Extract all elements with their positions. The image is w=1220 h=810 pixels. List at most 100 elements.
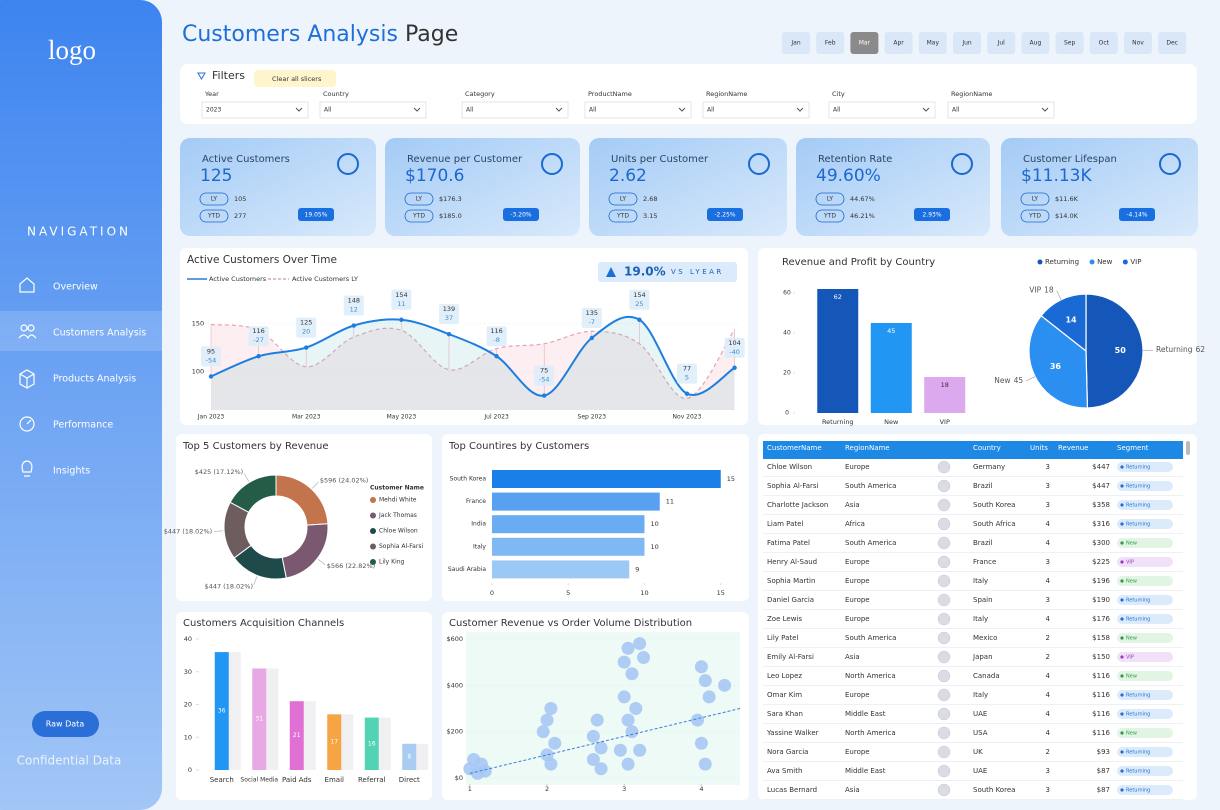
column-header[interactable]: Revenue: [1058, 444, 1089, 452]
cell-country: Brazil: [973, 539, 993, 547]
raw-data-label[interactable]: Raw Data: [46, 720, 85, 729]
kpi-title: Retention Rate: [818, 154, 892, 165]
cell-units: 2: [1046, 748, 1050, 756]
segment-dot: [1120, 636, 1124, 640]
difference-label: 20: [302, 328, 310, 336]
month-button[interactable]: [987, 32, 1016, 54]
nav-item[interactable]: Performance: [53, 420, 113, 431]
month-label[interactable]: Nov: [1132, 40, 1144, 47]
month-label[interactable]: Feb: [825, 40, 836, 47]
chart-title: Customer Revenue vs Order Volume Distrib…: [449, 618, 692, 629]
month-label[interactable]: Oct: [1099, 40, 1110, 47]
filter-dropdown[interactable]: [461, 101, 569, 119]
filter-dropdown[interactable]: [947, 101, 1055, 119]
filter-value[interactable]: All: [324, 107, 332, 114]
cell-units: 3: [1046, 596, 1050, 604]
month-label[interactable]: Sep: [1064, 40, 1076, 47]
month-label[interactable]: Mar: [859, 40, 871, 47]
y-tick-label: France: [466, 498, 486, 505]
month-label[interactable]: Dec: [1166, 40, 1178, 47]
cell-name: Sara Khan: [767, 710, 803, 718]
x-tick-label: VIP: [940, 418, 950, 426]
nav-item[interactable]: Overview: [53, 282, 98, 293]
kpi-value: $11.13K: [1021, 166, 1092, 186]
bar: [492, 470, 721, 488]
filter-value[interactable]: All: [833, 107, 841, 114]
month-button[interactable]: [850, 32, 879, 54]
y-tick-label: Saudi Arabia: [448, 566, 486, 573]
month-button[interactable]: [816, 32, 845, 54]
cell-revenue: $116: [1092, 729, 1110, 737]
clear-slicers[interactable]: [254, 70, 336, 87]
month-label[interactable]: Jun: [961, 40, 972, 47]
month-button[interactable]: [918, 32, 947, 54]
nav-item[interactable]: Insights: [53, 466, 90, 477]
month-label[interactable]: May: [927, 40, 940, 47]
legend-label: Active Customers: [209, 275, 267, 283]
cell-units: 4: [1046, 691, 1051, 699]
cell-revenue: $225: [1092, 558, 1110, 566]
column-header[interactable]: Country: [973, 444, 1001, 452]
column-header[interactable]: Units: [1030, 444, 1048, 452]
slice-label: $425 (17.12%): [195, 468, 243, 476]
filter-value[interactable]: All: [952, 107, 960, 114]
cell-revenue: $196: [1092, 577, 1110, 585]
month-button[interactable]: [782, 32, 810, 54]
cell-name: Lucas Bernard: [767, 786, 817, 794]
month-label[interactable]: Apr: [893, 40, 904, 47]
pie-slice: [1028, 314, 1089, 409]
filter-value[interactable]: All: [466, 107, 474, 114]
x-tick-label: 4: [699, 785, 703, 793]
filter-value[interactable]: 2023: [206, 107, 221, 114]
point: [536, 725, 550, 739]
filter-dropdown[interactable]: [201, 101, 309, 119]
raw-data-button[interactable]: [32, 711, 99, 737]
month-button[interactable]: [1089, 32, 1118, 54]
legend-dot: [1122, 259, 1128, 265]
nav-item[interactable]: Products Analysis: [53, 374, 136, 385]
scrollbar[interactable]: [1186, 441, 1190, 455]
month-label[interactable]: Jan: [790, 40, 800, 47]
month-button[interactable]: [1055, 32, 1084, 54]
filter-dropdown[interactable]: [319, 101, 427, 119]
month-label[interactable]: Jul: [997, 40, 1006, 47]
value-label: 135: [586, 309, 598, 317]
kpi-pill: [815, 192, 845, 206]
footer: Confidential Data: [17, 754, 122, 768]
column-header[interactable]: CustomerName: [767, 444, 822, 452]
point: [684, 391, 690, 396]
x-tick-label: Mar 2023: [292, 414, 321, 421]
cell-name: Leo Lopez: [767, 672, 802, 680]
month-button[interactable]: [953, 32, 981, 54]
month-button[interactable]: [1021, 32, 1050, 54]
logo: logo: [48, 35, 96, 65]
value-box: [724, 337, 745, 358]
flag: [937, 517, 951, 531]
cell-country: UAE: [973, 710, 987, 718]
column-header[interactable]: RegionName: [845, 444, 890, 452]
month-label[interactable]: Aug: [1030, 40, 1042, 47]
month-button[interactable]: [1124, 32, 1152, 54]
filter-value[interactable]: All: [707, 107, 715, 114]
bar-value-label: 18: [941, 381, 949, 389]
point: [594, 741, 608, 755]
nav-item[interactable]: Customers Analysis: [53, 328, 146, 339]
clear-slicers-label[interactable]: Clear all slicers: [272, 75, 322, 83]
filter-dropdown[interactable]: [584, 101, 692, 119]
kpi-value: 125: [200, 166, 232, 186]
filter-value[interactable]: All: [589, 107, 597, 114]
column-header[interactable]: Segment: [1117, 444, 1149, 452]
month-button[interactable]: [884, 32, 913, 54]
filter-dropdown[interactable]: [702, 101, 810, 119]
segment-pill: [1117, 728, 1173, 738]
legend-dot: [370, 559, 376, 565]
bar-value-label: 8: [407, 753, 411, 760]
cell-country: South Korea: [973, 501, 1015, 509]
cell-region: Africa: [845, 520, 865, 528]
filter-dropdown[interactable]: [828, 101, 936, 119]
chart-title: Top 5 Customers by Revenue: [182, 441, 329, 452]
cell-region: Asia: [845, 501, 860, 509]
segment-dot: [1120, 598, 1124, 602]
bar-value-label: 36: [218, 708, 226, 715]
month-button[interactable]: [1158, 32, 1187, 54]
